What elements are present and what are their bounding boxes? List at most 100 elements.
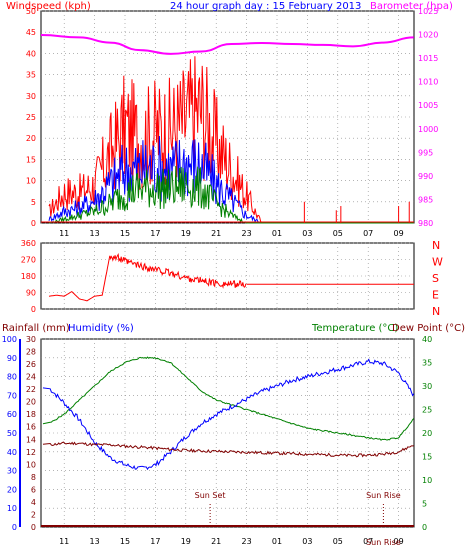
direction-y-tick-label: 270 xyxy=(21,256,36,265)
wind-y-tick-label: 10 xyxy=(26,177,36,186)
wind-y-ticks: 0 5 10 15 20 25 30 35 40 45 50 xyxy=(26,7,36,228)
humidity-line xyxy=(42,358,415,471)
rain-y-tick-label: 26 xyxy=(26,360,36,369)
temp-x-tick-label: 01 xyxy=(272,537,282,546)
rain-y-tick-label: 24 xyxy=(26,373,36,382)
wind-x-tick-label: 11 xyxy=(59,229,69,238)
humidity-y-tick-label: 20 xyxy=(7,485,17,494)
rainfall-label: Rainfall (mm) xyxy=(2,323,70,334)
compass-label: W xyxy=(432,256,443,269)
wind-x-tick-label: 13 xyxy=(90,229,100,238)
temp-lines xyxy=(41,356,415,527)
humidity-y-tick-label: 70 xyxy=(7,391,17,400)
dewpoint-label: Dew Point (°C) xyxy=(392,323,465,334)
temp-x-tick-label: 17 xyxy=(150,537,160,546)
baro-y-tick-label: 1010 xyxy=(418,78,438,87)
wind-y-tick-label: 15 xyxy=(26,155,36,164)
temp-y-tick-label: 30 xyxy=(422,382,432,391)
temp-y-tick-label: 5 xyxy=(422,500,427,509)
wind-x-tick-label: 19 xyxy=(181,229,191,238)
rain-y-tick-label: 8 xyxy=(31,473,36,482)
wind-y-tick-label: 0 xyxy=(31,219,36,228)
wind-x-tick-label: 03 xyxy=(302,229,312,238)
temp-y-tick-label: 10 xyxy=(422,476,432,485)
humidity-y-tick-label: 10 xyxy=(7,504,17,513)
baro-y-tick-label: 995 xyxy=(418,148,433,157)
baro-y-tick-label: 990 xyxy=(418,172,433,181)
direction-lines xyxy=(48,253,414,302)
wind-series-line xyxy=(48,165,414,224)
wind-x-tick-label: 07 xyxy=(363,229,373,238)
wind-y-tick-label: 35 xyxy=(26,71,36,80)
compass-label: S xyxy=(432,272,439,285)
baro-y-tick-label: 985 xyxy=(418,195,433,204)
compass-label: N xyxy=(432,239,440,252)
rain-y-tick-label: 2 xyxy=(31,510,36,519)
direction-y-tick-label: 180 xyxy=(21,272,36,281)
baro-y-ticks: 980 985 990 995 1000 1005 1010 1015 1020 1025 xyxy=(418,7,438,228)
baro-y-tick-label: 980 xyxy=(418,219,433,228)
sun-annotations: Sun Set Sun Rise Sun Rise xyxy=(195,491,401,547)
rain-y-tick-label: 28 xyxy=(26,348,36,357)
rain-y-tick-label: 14 xyxy=(26,435,36,444)
baro-axis-label: Barometer (hpa) xyxy=(370,1,453,12)
rain-y-tick-label: 6 xyxy=(31,485,36,494)
wind-x-tick-label: 15 xyxy=(120,229,130,238)
baro-y-tick-label: 1020 xyxy=(418,31,438,40)
rain-y-tick-label: 12 xyxy=(26,448,36,457)
temp-y-tick-label: 40 xyxy=(422,335,432,344)
wind-x-tick-label: 17 xyxy=(150,229,160,238)
wind-y-tick-label: 45 xyxy=(26,28,36,37)
temp-y-ticks: 0 5 10 15 20 25 30 35 40 xyxy=(422,335,432,532)
baro-y-tick-label: 1000 xyxy=(418,125,438,134)
temp-x-tick-label: 23 xyxy=(242,537,252,546)
barometer-line xyxy=(40,34,414,55)
temperature-line xyxy=(42,356,415,441)
sun-annotation-label: Sun Rise xyxy=(366,538,401,547)
baro-y-tick-label: 1005 xyxy=(418,101,438,110)
sun-annotation-label: Sun Rise xyxy=(366,491,401,500)
rain-y-tick-label: 30 xyxy=(26,335,36,344)
humidity-y-tick-label: 30 xyxy=(7,467,17,476)
temp-y-tick-label: 0 xyxy=(422,523,427,532)
rain-y-tick-label: 4 xyxy=(31,498,36,507)
wind-axis-label: Windspeed (kph) xyxy=(6,1,91,12)
baro-y-tick-label: 1025 xyxy=(418,7,438,16)
sun-annotation-label: Sun Set xyxy=(195,491,226,500)
temp-x-tick-label: 11 xyxy=(59,537,69,546)
temp-x-tick-label: 15 xyxy=(120,537,130,546)
wind-y-tick-label: 30 xyxy=(26,92,36,101)
temp-x-ticks: 11 13 15 17 19 21 23 01 03 05 07 09 xyxy=(59,537,404,546)
temp-y-tick-label: 15 xyxy=(422,453,432,462)
humidity-y-tick-label: 40 xyxy=(7,448,17,457)
direction-line xyxy=(48,253,247,302)
temp-x-tick-label: 03 xyxy=(302,537,312,546)
compass-label: E xyxy=(432,289,439,302)
wind-x-tick-label: 21 xyxy=(211,229,221,238)
direction-plot-frame xyxy=(40,242,415,310)
direction-y-tick-label: 0 xyxy=(31,305,36,314)
wind-y-tick-label: 40 xyxy=(26,49,36,58)
wind-y-tick-label: 5 xyxy=(31,198,36,207)
wind-y-tick-label: 20 xyxy=(26,134,36,143)
temp-x-tick-label: 13 xyxy=(90,537,100,546)
wind-x-tick-label: 05 xyxy=(333,229,343,238)
direction-y-tick-label: 360 xyxy=(21,239,36,248)
rain-y-tick-label: 22 xyxy=(26,385,36,394)
temp-y-tick-label: 20 xyxy=(422,429,432,438)
wind-x-tick-label: 09 xyxy=(394,229,404,238)
wind-x-tick-label: 01 xyxy=(272,229,282,238)
humidity-y-tick-label: 80 xyxy=(7,373,17,382)
rain-y-tick-label: 20 xyxy=(26,398,36,407)
rain-y-tick-label: 18 xyxy=(26,410,36,419)
dewpoint-line xyxy=(42,441,414,458)
wind-x-ticks: 11 13 15 17 19 21 23 01 03 05 07 09 xyxy=(59,229,404,238)
humidity-y-ticks: 0 10 20 30 40 50 60 70 80 90 100 xyxy=(2,335,17,532)
temp-plot-frame xyxy=(40,338,415,528)
rain-y-tick-label: 0 xyxy=(31,523,36,532)
